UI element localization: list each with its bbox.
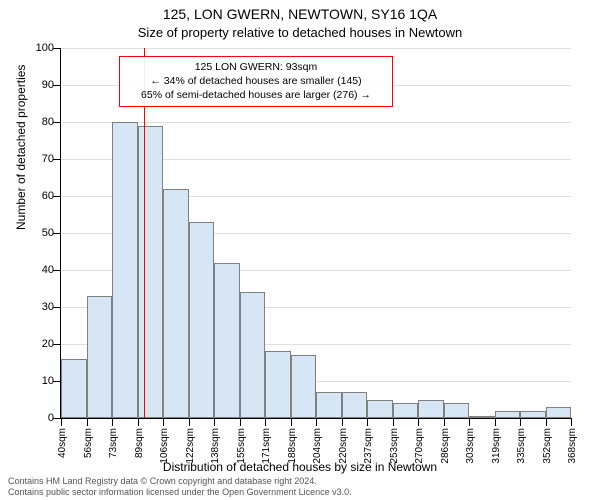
y-tick-label: 40 (42, 264, 54, 276)
x-tick (418, 418, 419, 426)
x-tick (87, 418, 88, 426)
gridline (61, 48, 571, 49)
x-tick-label: 188sqm (287, 428, 298, 473)
x-tick (138, 418, 139, 426)
x-tick-label: 335sqm (516, 428, 527, 473)
x-tick (342, 418, 343, 426)
y-tick (53, 381, 61, 382)
histogram-bar (367, 400, 393, 419)
x-tick (316, 418, 317, 426)
annotation-box: 125 LON GWERN: 93sqm← 34% of detached ho… (119, 56, 393, 107)
y-tick (53, 122, 61, 123)
histogram-bar (342, 392, 368, 418)
x-tick-label: 270sqm (414, 428, 425, 473)
x-tick (571, 418, 572, 426)
histogram-bar (163, 189, 189, 418)
x-tick-label: 122sqm (185, 428, 196, 473)
x-tick-label: 286sqm (440, 428, 451, 473)
x-tick-label: 73sqm (108, 428, 119, 473)
x-tick-label: 303sqm (465, 428, 476, 473)
x-tick (112, 418, 113, 426)
x-tick-label: 106sqm (159, 428, 170, 473)
x-tick-label: 368sqm (567, 428, 578, 473)
histogram-bar (112, 122, 138, 418)
histogram-bar (495, 411, 521, 418)
y-tick (53, 48, 61, 49)
histogram-bar (189, 222, 215, 418)
histogram-bar (469, 416, 495, 418)
y-tick-label: 100 (36, 42, 54, 54)
x-tick (520, 418, 521, 426)
plot-region: 125 LON GWERN: 93sqm← 34% of detached ho… (60, 48, 571, 419)
y-tick (53, 233, 61, 234)
x-tick-label: 237sqm (363, 428, 374, 473)
page-title: 125, LON GWERN, NEWTOWN, SY16 1QA (0, 0, 600, 23)
page-subtitle: Size of property relative to detached ho… (0, 23, 600, 40)
y-tick-label: 60 (42, 190, 54, 202)
annotation-line: 65% of semi-detached houses are larger (… (126, 88, 386, 102)
x-tick (163, 418, 164, 426)
y-tick (53, 307, 61, 308)
x-tick-label: 40sqm (57, 428, 68, 473)
footer-attribution: Contains HM Land Registry data © Crown c… (8, 476, 352, 498)
footer-line-2: Contains public sector information licen… (8, 487, 352, 498)
y-tick (53, 344, 61, 345)
x-tick-label: 319sqm (491, 428, 502, 473)
histogram-bar (393, 403, 419, 418)
y-axis-label: Number of detached properties (14, 65, 28, 230)
x-tick (495, 418, 496, 426)
x-tick (214, 418, 215, 426)
chart-area: 125 LON GWERN: 93sqm← 34% of detached ho… (60, 48, 570, 418)
y-tick-label: 0 (48, 412, 54, 424)
histogram-bar (520, 411, 546, 418)
x-tick-label: 171sqm (261, 428, 272, 473)
histogram-bar (444, 403, 470, 418)
x-tick (240, 418, 241, 426)
x-tick (546, 418, 547, 426)
y-tick (53, 196, 61, 197)
histogram-bar (87, 296, 113, 418)
histogram-bar (418, 400, 444, 419)
y-tick-label: 50 (42, 227, 54, 239)
x-tick-label: 138sqm (210, 428, 221, 473)
x-tick-label: 89sqm (134, 428, 145, 473)
histogram-bar (214, 263, 240, 418)
y-tick-label: 20 (42, 338, 54, 350)
y-tick (53, 159, 61, 160)
y-tick (53, 85, 61, 86)
y-tick-label: 70 (42, 153, 54, 165)
x-tick (291, 418, 292, 426)
x-tick-label: 253sqm (389, 428, 400, 473)
x-tick (61, 418, 62, 426)
histogram-bar (291, 355, 317, 418)
annotation-line: ← 34% of detached houses are smaller (14… (126, 74, 386, 88)
histogram-bar (138, 126, 164, 418)
histogram-bar (265, 351, 291, 418)
x-tick-label: 204sqm (312, 428, 323, 473)
histogram-bar (61, 359, 87, 418)
x-tick-label: 155sqm (236, 428, 247, 473)
x-tick (393, 418, 394, 426)
histogram-bar (316, 392, 342, 418)
histogram-bar (546, 407, 572, 418)
y-tick (53, 418, 61, 419)
annotation-line: 125 LON GWERN: 93sqm (126, 60, 386, 74)
gridline (61, 122, 571, 123)
x-tick (189, 418, 190, 426)
x-tick-label: 56sqm (83, 428, 94, 473)
x-tick (469, 418, 470, 426)
y-tick-label: 80 (42, 116, 54, 128)
y-tick-label: 90 (42, 79, 54, 91)
histogram-bar (240, 292, 266, 418)
y-tick (53, 270, 61, 271)
y-tick-label: 10 (42, 375, 54, 387)
x-tick (367, 418, 368, 426)
y-tick-label: 30 (42, 301, 54, 313)
x-tick (444, 418, 445, 426)
x-tick-label: 220sqm (338, 428, 349, 473)
x-tick (265, 418, 266, 426)
footer-line-1: Contains HM Land Registry data © Crown c… (8, 476, 352, 487)
x-tick-label: 352sqm (542, 428, 553, 473)
